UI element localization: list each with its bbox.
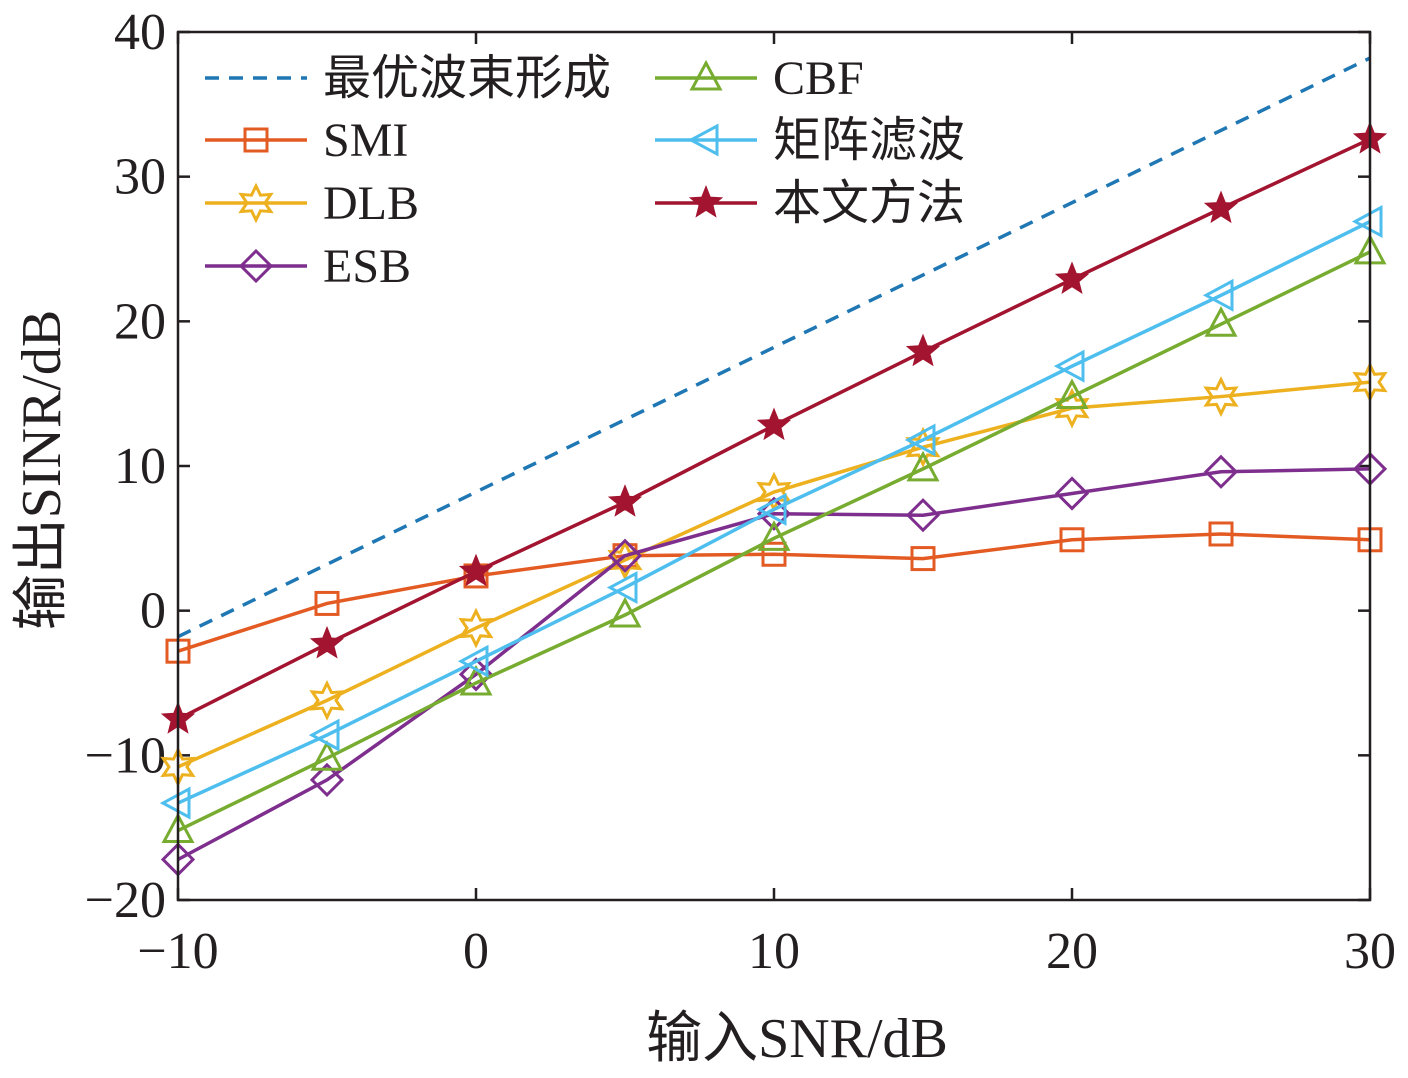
x-tick-label: 0	[463, 923, 489, 980]
data-point	[309, 762, 345, 798]
data-point	[459, 664, 493, 696]
y-tick-label: 30	[114, 149, 166, 206]
x-tick-label: 10	[748, 923, 800, 980]
legend-entry-6: 矩阵滤波	[655, 114, 965, 167]
x-tick-label: 30	[1344, 923, 1396, 980]
data-point	[1203, 454, 1239, 489]
data-point	[1055, 378, 1089, 410]
legend-marker	[689, 59, 723, 91]
y-tick-label: 0	[140, 583, 166, 640]
data-point	[458, 553, 494, 587]
data-point	[1351, 205, 1383, 239]
data-point	[761, 541, 787, 567]
legend-label: 最优波束形成	[323, 52, 611, 105]
data-point	[906, 450, 940, 482]
data-point	[309, 625, 345, 659]
plot-area	[159, 56, 1388, 877]
data-point	[1054, 476, 1090, 511]
legend-label: SMI	[323, 114, 408, 167]
x-tick-label: −10	[137, 923, 218, 980]
data-point	[904, 423, 936, 457]
series-7	[160, 121, 1388, 734]
data-point	[309, 679, 345, 721]
y-tick-label: 40	[114, 4, 166, 61]
legend-entry-1: 最优波束形成	[205, 52, 611, 105]
data-point	[757, 520, 791, 551]
series-1	[177, 56, 1371, 639]
legend-entry-4: ESB	[205, 240, 411, 293]
plot-frame	[176, 30, 1372, 902]
series-line	[177, 380, 1371, 769]
data-point	[457, 644, 489, 678]
series-3	[160, 361, 1388, 788]
series-6	[159, 205, 1383, 820]
data-point	[1203, 190, 1239, 224]
data-point	[1202, 278, 1234, 312]
data-point	[1053, 349, 1085, 383]
x-tick-label: 20	[1046, 923, 1098, 980]
legend-marker	[238, 182, 274, 224]
data-point	[755, 492, 787, 526]
data-point	[905, 333, 941, 367]
y-tick-label: 10	[114, 438, 166, 495]
data-point	[1054, 261, 1090, 294]
data-point	[310, 740, 344, 771]
legend-label: 本文方法	[773, 177, 965, 230]
data-point	[905, 498, 941, 533]
data-point	[1204, 306, 1238, 337]
series-line	[177, 56, 1371, 639]
data-point	[458, 607, 494, 649]
data-point	[910, 546, 936, 572]
series-5	[161, 233, 1387, 844]
legend-entry-2: SMI	[205, 114, 408, 167]
data-point	[607, 484, 643, 517]
data-point	[606, 571, 638, 605]
legend-entry-5: CBF	[655, 52, 864, 105]
y-tick-label: −10	[85, 727, 166, 784]
series-line	[177, 219, 1371, 805]
data-point	[1208, 521, 1234, 547]
legend-label: ESB	[323, 240, 411, 293]
data-point	[1059, 527, 1085, 553]
legend-label: DLB	[323, 177, 419, 230]
data-point	[308, 718, 340, 752]
y-axis-label: 输出SINR/dB	[11, 310, 73, 631]
legend-entry-7: 本文方法	[655, 177, 965, 230]
series-line	[177, 532, 1371, 653]
legend-marker	[687, 123, 719, 157]
data-point	[159, 786, 191, 820]
legend-label: 矩阵滤波	[773, 114, 965, 167]
legend-marker	[688, 184, 724, 218]
legend-marker	[238, 248, 274, 284]
legend-entry-3: DLB	[205, 177, 419, 230]
series-line	[177, 250, 1371, 833]
data-point	[607, 538, 643, 573]
legend-label: CBF	[773, 52, 864, 105]
data-point	[314, 590, 340, 616]
legend-marker	[243, 127, 269, 153]
series-line	[177, 467, 1371, 862]
x-axis-label: 输入SNR/dB	[646, 1008, 948, 1070]
data-point	[1054, 387, 1090, 429]
series-2	[165, 521, 1383, 664]
y-tick-label: −20	[85, 872, 166, 929]
series-4	[160, 451, 1388, 877]
data-point	[608, 596, 642, 628]
data-point	[756, 407, 792, 441]
y-tick-label: 20	[114, 293, 166, 350]
data-point	[1203, 376, 1239, 417]
